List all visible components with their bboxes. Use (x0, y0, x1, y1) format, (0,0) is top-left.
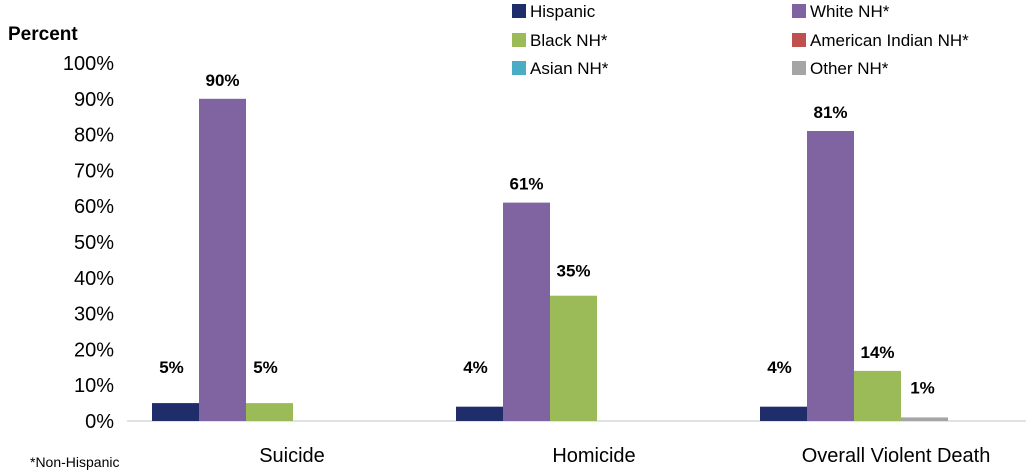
legend-label: Black NH* (530, 31, 608, 50)
category-labels: Suicide Homicide Overall Violent Death (259, 445, 990, 467)
legend-label: Hispanic (530, 2, 596, 21)
y-tick-label: 70% (74, 160, 114, 182)
category-label: Suicide (259, 445, 325, 467)
bar (760, 406, 807, 421)
data-label: 35% (556, 262, 590, 281)
legend-swatch (792, 61, 806, 75)
bar (152, 403, 199, 421)
legend: Hispanic White NH* Black NH* American India… (512, 2, 969, 78)
data-label: 5% (159, 358, 184, 377)
legend-swatch (512, 33, 526, 47)
data-label: 4% (463, 358, 488, 377)
data-label: 1% (910, 379, 935, 398)
data-label: 90% (205, 71, 239, 90)
bar (199, 98, 246, 422)
legend-label: White NH* (810, 2, 890, 21)
legend-label: Other NH* (810, 59, 889, 78)
bar (550, 295, 597, 421)
legend-swatch (512, 61, 526, 75)
y-tick-label: 60% (74, 196, 114, 218)
y-axis-ticks: 0% 10% 20% 30% 40% 50% 60% 70% 80% 90% 100% (63, 53, 114, 433)
data-label: 61% (509, 175, 543, 194)
y-tick-label: 90% (74, 89, 114, 111)
y-tick-label: 80% (74, 125, 114, 147)
data-label: 81% (813, 103, 847, 122)
footnote: *Non-Hispanic (30, 454, 119, 470)
bar (503, 202, 550, 421)
y-tick-label: 30% (74, 304, 114, 326)
legend-label: Asian NH* (530, 59, 609, 78)
category-label: Homicide (552, 445, 635, 467)
y-tick-label: 0% (85, 411, 114, 433)
y-tick-label: 10% (74, 375, 114, 397)
y-tick-label: 40% (74, 268, 114, 290)
bar (854, 370, 901, 421)
y-tick-label: 50% (74, 232, 114, 254)
bar (246, 403, 293, 421)
data-label: 5% (253, 358, 278, 377)
category-label: Overall Violent Death (802, 445, 991, 467)
legend-swatch (792, 33, 806, 47)
y-axis-title: Percent (8, 24, 78, 45)
bar (901, 417, 948, 421)
data-label: 4% (767, 358, 792, 377)
data-label: 14% (860, 343, 894, 362)
y-tick-label: 100% (63, 53, 114, 75)
bar-series: 5% 90% 5% 4% 61% 4% 81% 14% 1% 35% (152, 71, 948, 422)
bar (807, 131, 854, 421)
legend-swatch (512, 4, 526, 18)
legend-swatch (792, 4, 806, 18)
bar (456, 406, 503, 421)
legend-label: American Indian NH* (810, 31, 969, 50)
y-tick-label: 20% (74, 339, 114, 361)
